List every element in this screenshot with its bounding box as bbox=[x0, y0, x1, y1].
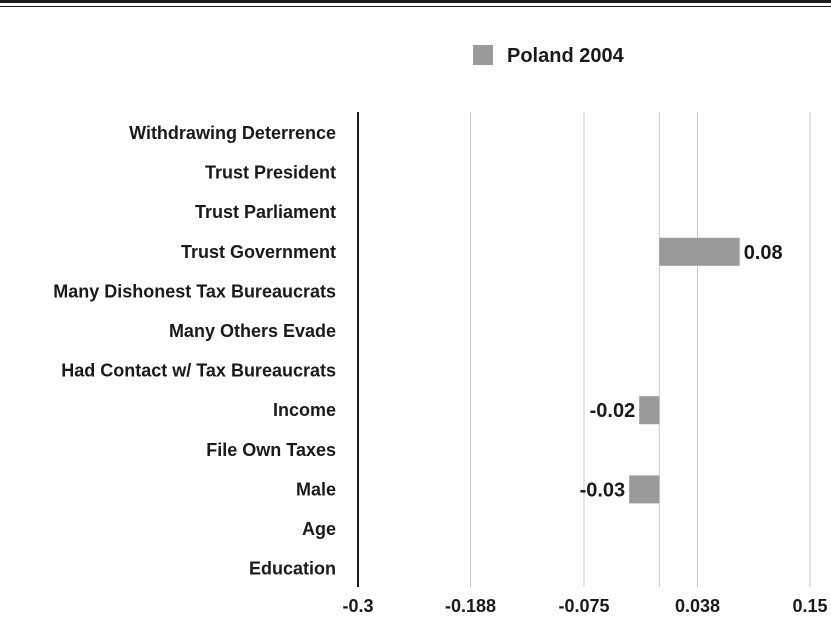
category-label: Many Others Evade bbox=[169, 321, 336, 341]
data-label: -0.02 bbox=[590, 400, 636, 422]
data-label: -0.03 bbox=[580, 479, 626, 501]
legend-label: Poland 2004 bbox=[507, 45, 625, 67]
top-rule-thick bbox=[0, 0, 831, 3]
data-label: 0.08 bbox=[744, 242, 783, 264]
bar bbox=[639, 396, 660, 425]
legend: Poland 2004 bbox=[473, 45, 625, 67]
category-label: Male bbox=[296, 479, 336, 499]
category-label: File Own Taxes bbox=[206, 440, 336, 460]
category-label: Trust President bbox=[205, 163, 336, 183]
category-label: Trust Government bbox=[181, 242, 336, 262]
category-label: Trust Parliament bbox=[195, 202, 336, 222]
legend-swatch bbox=[473, 45, 493, 65]
x-tick-labels: -0.3 -0.188 -0.075 0.038 0.15 bbox=[342, 596, 827, 616]
x-tick-label: -0.188 bbox=[445, 596, 496, 616]
category-label: Income bbox=[273, 400, 336, 420]
x-tick-label: 0.15 bbox=[792, 596, 827, 616]
bar bbox=[659, 237, 740, 266]
gridlines bbox=[469, 112, 811, 587]
x-tick-label: -0.075 bbox=[558, 596, 609, 616]
x-tick-label: -0.3 bbox=[342, 596, 373, 616]
top-rule-thin bbox=[0, 6, 831, 7]
bars bbox=[629, 237, 740, 504]
category-labels: Withdrawing Deterrence Trust President Tru… bbox=[53, 123, 336, 579]
category-label: Education bbox=[249, 559, 336, 579]
bar bbox=[629, 475, 660, 504]
category-label: Had Contact w/ Tax Bureaucrats bbox=[61, 361, 336, 381]
category-label: Many Dishonest Tax Bureaucrats bbox=[53, 281, 336, 301]
data-labels: 0.08 -0.02 -0.03 bbox=[580, 242, 783, 502]
x-tick-label: 0.038 bbox=[675, 596, 720, 616]
category-label: Withdrawing Deterrence bbox=[129, 123, 336, 143]
category-label: Age bbox=[302, 519, 336, 539]
